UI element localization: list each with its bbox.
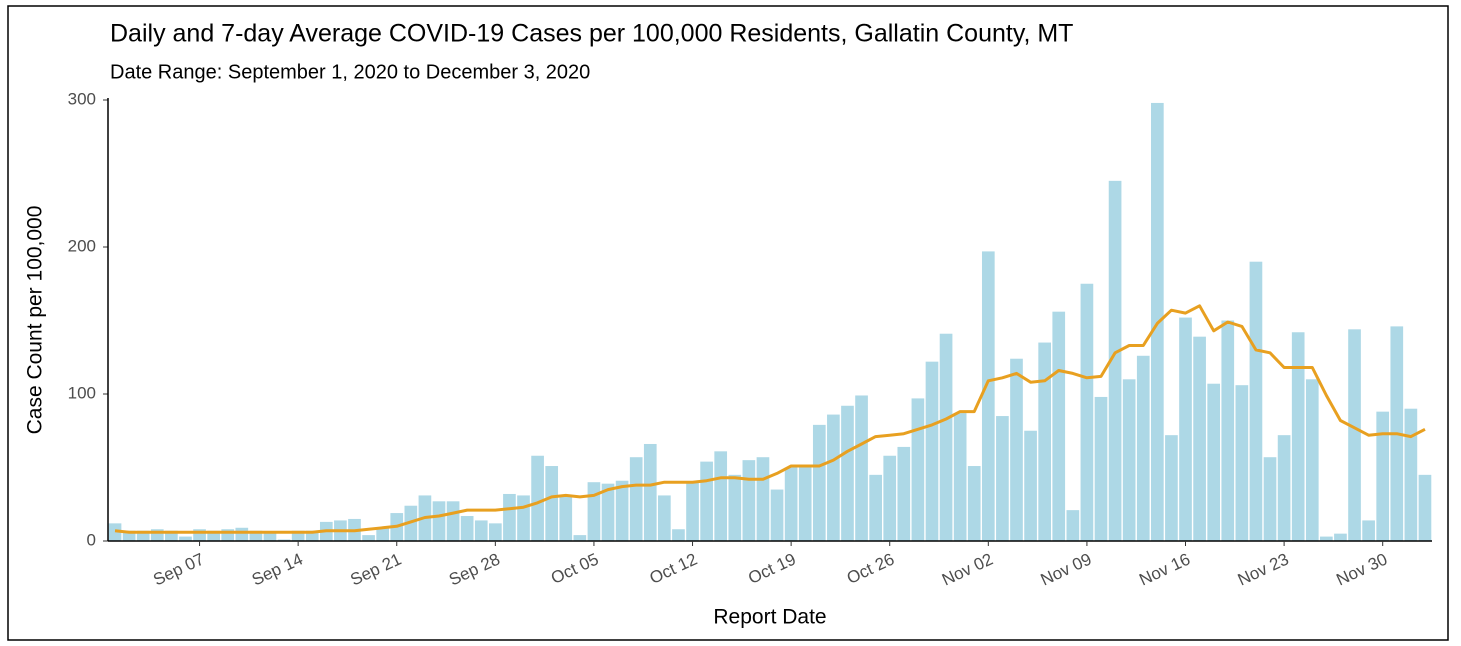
y-tick-label: 200 [68, 236, 96, 255]
bar [1221, 320, 1235, 541]
bar [1249, 261, 1263, 541]
bar [756, 457, 770, 541]
bar [855, 395, 868, 541]
bar [827, 414, 840, 541]
chart-title: Daily and 7-day Average COVID-19 Cases p… [110, 20, 1073, 48]
bar [911, 398, 925, 541]
bar [996, 416, 1009, 541]
bar [897, 446, 911, 541]
bar [503, 493, 516, 541]
bar [517, 495, 530, 541]
bar [235, 527, 249, 541]
bar [165, 530, 178, 541]
bar [305, 530, 319, 541]
bar [1066, 510, 1080, 541]
bar [700, 461, 713, 541]
bar [981, 251, 995, 541]
bar [939, 333, 953, 541]
y-tick-label: 100 [68, 383, 96, 402]
bar [1207, 383, 1221, 541]
bar [601, 483, 615, 541]
bar [967, 466, 981, 541]
bar [1418, 474, 1432, 541]
bar [1305, 379, 1319, 541]
bar [122, 530, 136, 541]
bar [686, 482, 699, 541]
bar [460, 516, 474, 541]
bar [742, 460, 756, 541]
bar [1080, 283, 1094, 541]
bar [1263, 457, 1277, 541]
bar [1404, 408, 1418, 541]
bar [728, 474, 742, 541]
bar [1179, 317, 1192, 541]
bar [869, 474, 882, 541]
bar [221, 529, 235, 541]
bar [1193, 336, 1206, 541]
bar [1348, 329, 1361, 541]
bar [643, 443, 657, 541]
bar [1165, 435, 1178, 541]
bar [489, 523, 502, 541]
bar [207, 530, 220, 541]
bar [615, 480, 629, 541]
bar [1136, 355, 1150, 541]
bar [841, 405, 854, 541]
bar [1038, 342, 1051, 541]
bar [629, 457, 643, 541]
bar [136, 530, 150, 541]
bar [1108, 180, 1122, 541]
bar [432, 501, 446, 541]
bar [446, 501, 460, 541]
bar [925, 361, 939, 541]
bar [658, 495, 671, 541]
bar [376, 527, 389, 541]
bar [812, 424, 826, 541]
bar [193, 529, 206, 541]
y-axis-label: Case Count per 100,000 [24, 206, 47, 435]
bar [1052, 311, 1066, 541]
bar [531, 455, 544, 541]
bar [1235, 385, 1249, 541]
bar [1376, 411, 1390, 541]
bar [263, 532, 277, 541]
bar [1362, 520, 1375, 541]
x-axis-label: Report Date [713, 606, 826, 629]
bar [784, 467, 798, 541]
bar [150, 529, 164, 541]
bar [179, 536, 192, 541]
bar [291, 530, 305, 541]
bar [573, 535, 587, 541]
bar [798, 467, 812, 541]
bar [672, 529, 685, 541]
bar [1291, 332, 1305, 541]
bar [1024, 430, 1037, 541]
bar [1010, 358, 1023, 541]
bar [1122, 379, 1136, 541]
y-tick-label: 0 [87, 530, 96, 549]
line [114, 304, 1426, 534]
bar [362, 535, 375, 541]
bar [559, 496, 573, 541]
y-tick-label: 300 [68, 89, 96, 108]
bar [1277, 435, 1291, 541]
bar [1320, 536, 1333, 541]
bar [545, 466, 559, 541]
bar [883, 455, 897, 541]
bar [474, 520, 488, 541]
chart-subtitle: Date Range: September 1, 2020 to Decembe… [110, 61, 590, 83]
bar [587, 482, 601, 541]
bar [714, 451, 728, 541]
bar [1334, 533, 1347, 541]
bar [770, 489, 784, 541]
bar [1094, 396, 1108, 541]
bar [249, 530, 263, 541]
bar [953, 413, 967, 541]
